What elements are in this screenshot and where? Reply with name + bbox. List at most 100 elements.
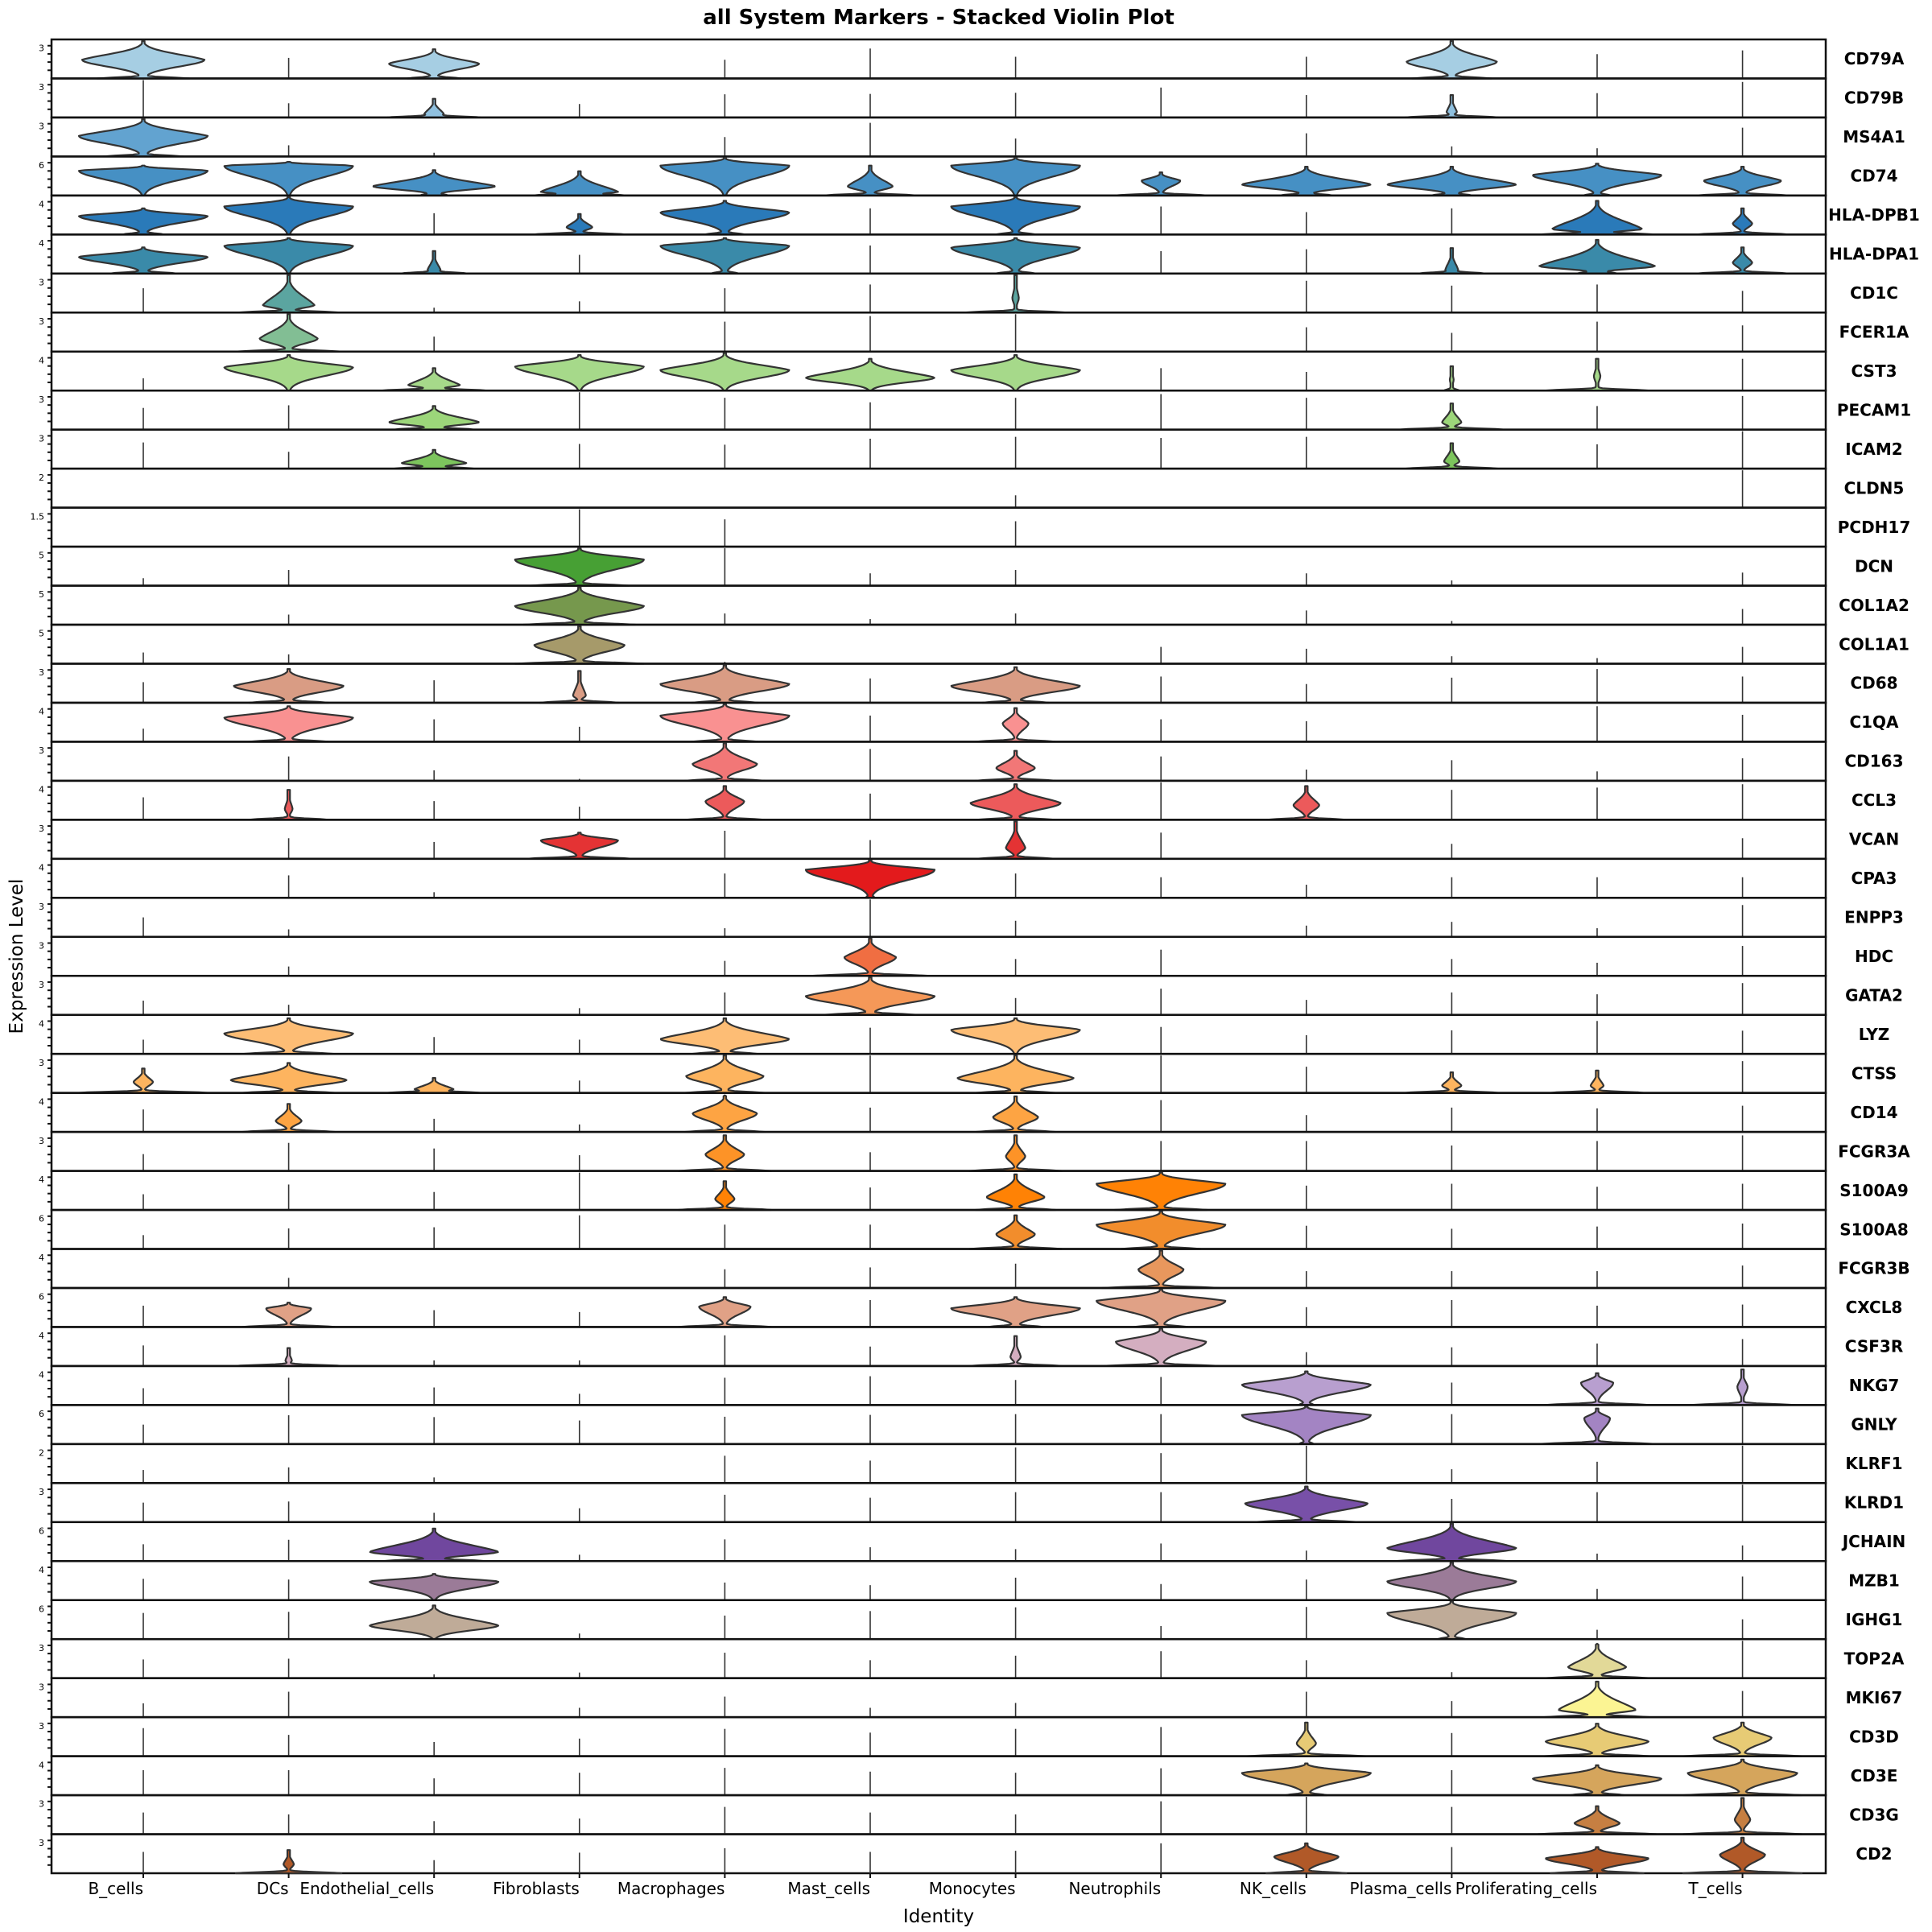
row-frame bbox=[50, 1482, 1827, 1524]
row-frame bbox=[50, 1286, 1827, 1328]
y-tick-label: 6 bbox=[39, 1409, 44, 1419]
violin-monocytes bbox=[974, 1173, 1057, 1212]
violin-row-gata2: 3 GATA2 bbox=[39, 974, 1903, 1016]
violin-monocytes bbox=[968, 1335, 1063, 1367]
y-tick-label: 4 bbox=[39, 200, 44, 210]
y-tick-label: 3 bbox=[39, 433, 44, 444]
row-frame bbox=[50, 1443, 1827, 1484]
violin-row-mki67: 3 MKI67 bbox=[39, 1677, 1902, 1719]
violin-dcs bbox=[247, 789, 330, 821]
y-tick-label: 3 bbox=[39, 122, 44, 132]
violin-fibroblasts bbox=[514, 354, 645, 392]
violin-t_cells bbox=[1688, 1368, 1797, 1406]
violin-dcs bbox=[223, 196, 354, 236]
x-tick-label: NK_cells bbox=[1240, 1879, 1307, 1898]
y-tick-label: 4 bbox=[39, 1174, 44, 1185]
x-tick-label: Neutrophils bbox=[1068, 1879, 1161, 1898]
y-tick-label: 4 bbox=[39, 862, 44, 873]
violin-nk_cells bbox=[1241, 1406, 1372, 1445]
violin-macrophages bbox=[659, 703, 791, 743]
violin-row-c1qa: 4 C1QA bbox=[39, 701, 1899, 743]
violin-row-cd1c: 3 CD1C bbox=[39, 272, 1898, 314]
violin-dcs bbox=[223, 354, 354, 392]
y-tick-label: 4 bbox=[39, 1370, 44, 1381]
y-tick-label: 5 bbox=[39, 551, 44, 561]
y-tick-label: 3 bbox=[39, 394, 44, 405]
y-tick-label: 2 bbox=[39, 1448, 44, 1459]
y-tick-label: 5 bbox=[39, 589, 44, 600]
gene-label: ICAM2 bbox=[1845, 440, 1902, 459]
violin-t_cells bbox=[1682, 1836, 1803, 1875]
y-tick-label: 4 bbox=[39, 707, 44, 717]
y-tick-label: 3 bbox=[39, 1058, 44, 1068]
gene-label: MZB1 bbox=[1848, 1571, 1900, 1590]
violin-proliferating_cells bbox=[1537, 200, 1657, 236]
violin-row-vcan: 3 VCAN bbox=[39, 819, 1899, 861]
violin-t_cells bbox=[1682, 1758, 1803, 1797]
gene-label: CST3 bbox=[1851, 361, 1897, 381]
violin-fibroblasts bbox=[526, 832, 634, 860]
gene-label: HDC bbox=[1855, 947, 1893, 966]
violin-row-cd68: 3 CD68 bbox=[39, 663, 1898, 704]
y-tick-label: 3 bbox=[39, 667, 44, 678]
y-tick-label: 4 bbox=[39, 355, 44, 365]
violin-plasma_cells bbox=[1406, 39, 1498, 80]
y-tick-label: 3 bbox=[39, 277, 44, 287]
violin-fibroblasts bbox=[514, 586, 645, 626]
violin-plasma_cells bbox=[1386, 166, 1517, 196]
row-frame bbox=[50, 897, 1827, 939]
gene-label: CSF3R bbox=[1845, 1337, 1903, 1356]
y-tick-label: 4 bbox=[39, 1331, 44, 1341]
gene-label: CD1C bbox=[1850, 283, 1898, 303]
violin-row-hla-dpb1: 4 HLA-DPB1 bbox=[39, 194, 1920, 236]
row-frame bbox=[50, 1794, 1827, 1835]
y-tick-label: 4 bbox=[39, 1253, 44, 1263]
violin-row-cxcl8: 6 CXCL8 bbox=[39, 1286, 1902, 1328]
violin-rows: 3 CD79A 3 CD79B 3 MS4A1 6 CD74 4 HLA-DPB1 4 HLA-DPA… bbox=[31, 38, 1920, 1875]
gene-label: CD14 bbox=[1850, 1103, 1897, 1122]
violin-t_cells bbox=[1682, 1797, 1803, 1835]
x-tick-label: Fibroblasts bbox=[493, 1879, 580, 1898]
gene-label: PECAM1 bbox=[1837, 400, 1911, 419]
gene-label: HLA-DPA1 bbox=[1829, 245, 1919, 264]
y-tick-label: 3 bbox=[39, 43, 44, 54]
violin-plasma_cells bbox=[1386, 1562, 1517, 1601]
gene-label: CD79A bbox=[1844, 49, 1905, 68]
violin-row-ighg1: 6 IGHG1 bbox=[39, 1599, 1902, 1641]
violin-plasma_cells bbox=[1397, 402, 1506, 431]
violin-endothelial_cells bbox=[388, 48, 481, 80]
row-frame bbox=[50, 77, 1827, 119]
row-frame bbox=[50, 779, 1827, 821]
violin-endothelial_cells bbox=[393, 448, 475, 470]
gene-label: CD68 bbox=[1850, 674, 1897, 693]
violin-monocytes bbox=[950, 157, 1081, 196]
violin-row-icam2: 3 ICAM2 bbox=[39, 428, 1903, 470]
gene-label: CD74 bbox=[1850, 167, 1897, 186]
y-tick-label: 4 bbox=[39, 1565, 44, 1575]
violin-macrophages bbox=[659, 664, 791, 704]
row-frame bbox=[50, 741, 1827, 782]
violin-t_cells bbox=[1682, 1721, 1803, 1757]
violin-dcs bbox=[234, 1347, 343, 1367]
row-frame bbox=[50, 935, 1827, 977]
gene-label: GNLY bbox=[1851, 1415, 1897, 1435]
row-frame bbox=[50, 1715, 1827, 1757]
violin-monocytes bbox=[974, 820, 1057, 860]
violin-fibroblasts bbox=[532, 213, 627, 236]
y-tick-label: 3 bbox=[39, 1487, 44, 1497]
violin-neutrophils bbox=[1100, 1249, 1221, 1290]
x-axis-label: Identity bbox=[903, 1906, 974, 1927]
violin-macrophages bbox=[683, 785, 766, 821]
violin-fibroblasts bbox=[514, 547, 645, 587]
violin-macrophages bbox=[683, 742, 766, 782]
gene-label: FCER1A bbox=[1839, 323, 1909, 342]
row-frame bbox=[50, 1364, 1827, 1406]
violin-proliferating_cells bbox=[1537, 1407, 1657, 1445]
violin-endothelial_cells bbox=[380, 367, 488, 392]
row-frame bbox=[50, 584, 1827, 626]
y-tick-label: 3 bbox=[39, 824, 44, 834]
violin-monocytes bbox=[950, 237, 1081, 275]
gene-label: COL1A2 bbox=[1839, 596, 1909, 615]
gene-label: CD2 bbox=[1856, 1844, 1892, 1864]
violin-row-enpp3: 3 ENPP3 bbox=[39, 897, 1904, 939]
